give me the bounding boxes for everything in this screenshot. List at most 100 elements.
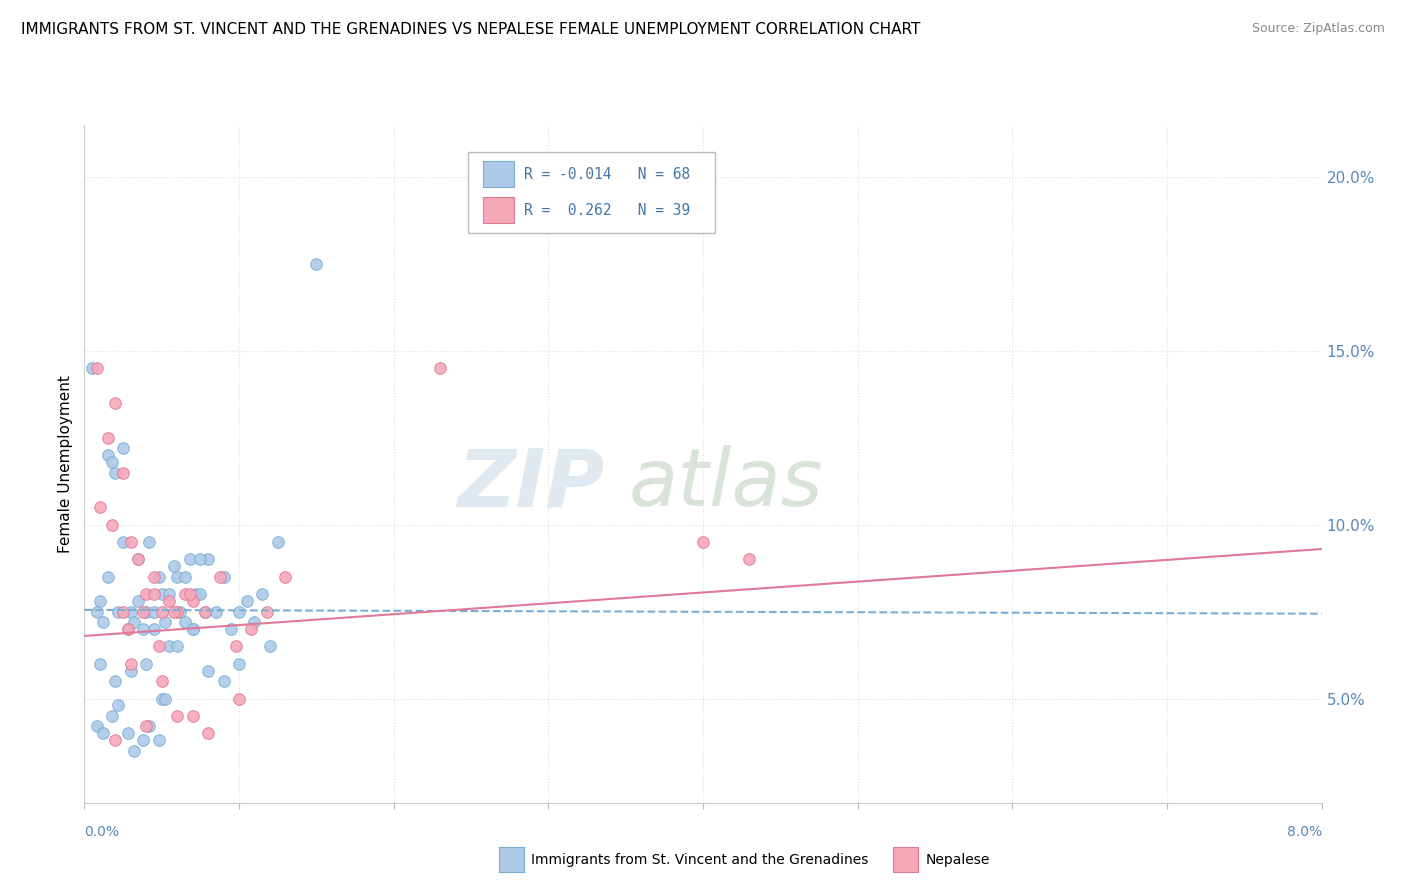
Text: 0.0%: 0.0% [84,825,120,839]
Point [197,552,219,566]
Point [181,622,204,636]
Point [96,570,120,584]
Point [86,361,108,376]
Point [138,535,160,549]
Text: R = -0.014   N = 68: R = -0.014 N = 68 [523,167,690,182]
Text: Nepalese: Nepalese [925,853,990,867]
Point [692,535,714,549]
Point [112,441,135,455]
Point [274,570,297,584]
Text: IMMIGRANTS FROM ST. VINCENT AND THE GRENADINES VS NEPALESE FEMALE UNEMPLOYMENT C: IMMIGRANTS FROM ST. VINCENT AND THE GREN… [21,22,921,37]
Point [148,570,170,584]
Point [305,257,328,271]
Point [267,535,290,549]
Point [166,640,188,654]
Point [86,605,108,619]
Point [429,361,451,376]
Point [117,622,139,636]
Point [221,622,243,636]
Point [120,605,142,619]
Point [236,594,259,608]
Point [96,431,120,445]
Point [194,605,217,619]
Point [181,594,204,608]
Text: 8.0%: 8.0% [1286,825,1322,839]
Point [166,709,188,723]
Point [89,500,111,515]
Point [89,657,111,671]
Point [179,552,201,566]
Point [143,605,166,619]
Y-axis label: Female Unemployment: Female Unemployment [58,375,73,553]
Point [174,615,197,629]
Point [212,570,235,584]
Point [117,622,139,636]
Point [159,594,181,608]
Point [148,733,170,747]
Point [143,622,166,636]
Point [104,733,127,747]
Point [153,691,176,706]
Point [128,552,150,566]
Point [163,605,186,619]
Point [91,615,114,629]
Point [135,719,157,733]
Bar [482,197,513,223]
Point [128,594,150,608]
Point [188,587,212,601]
Point [120,535,142,549]
Point [228,691,250,706]
Point [117,726,139,740]
Point [150,674,173,689]
Point [132,605,155,619]
Point [104,674,127,689]
Text: Immigrants from St. Vincent and the Grenadines: Immigrants from St. Vincent and the Gren… [531,853,869,867]
Point [194,605,217,619]
Point [112,466,135,480]
Point [159,587,181,601]
Point [179,587,201,601]
Point [181,622,204,636]
Bar [482,161,513,187]
Text: R =  0.262   N = 39: R = 0.262 N = 39 [523,202,690,218]
Point [101,709,124,723]
Point [112,535,135,549]
Point [228,605,250,619]
Point [120,664,142,678]
Point [209,570,232,584]
Point [184,587,207,601]
Point [120,657,142,671]
Point [132,622,155,636]
Point [86,719,108,733]
Point [143,587,166,601]
Point [135,657,157,671]
Point [89,594,111,608]
Point [107,698,129,713]
Point [101,517,124,532]
Point [256,605,278,619]
Point [112,605,135,619]
Point [148,640,170,654]
FancyBboxPatch shape [468,152,716,234]
Point [107,605,129,619]
Point [150,587,173,601]
Point [138,719,160,733]
Point [132,733,155,747]
Point [159,640,181,654]
Point [181,709,204,723]
Point [212,674,235,689]
Point [135,587,157,601]
Point [174,570,197,584]
Point [101,455,124,469]
Point [91,726,114,740]
Point [738,552,761,566]
Point [225,640,247,654]
Point [104,466,127,480]
Point [122,615,145,629]
Point [169,605,191,619]
Point [143,570,166,584]
Point [259,640,281,654]
Point [104,396,127,410]
Point [166,605,188,619]
Point [228,657,250,671]
